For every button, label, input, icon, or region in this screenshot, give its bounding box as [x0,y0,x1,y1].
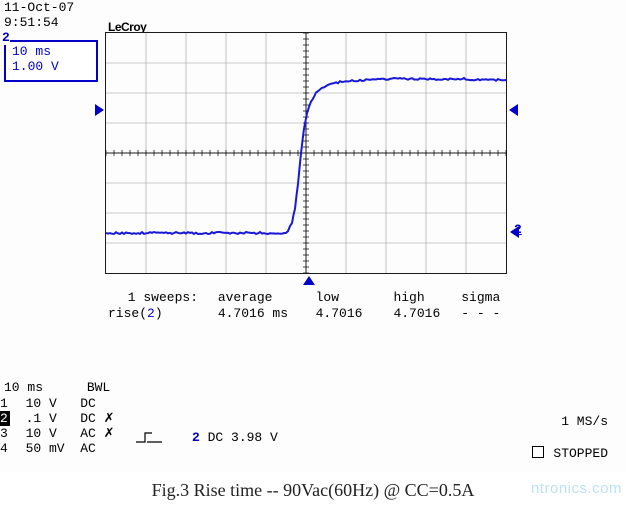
channel-row: 4 50 mV AC [0,441,115,456]
measurement-header: 1 sweeps: average low high sigma [108,290,626,305]
measurement-row: rise(2) 4.7016 ms 4.7016 4.7016 - - - [108,306,626,321]
time: 9:51:54 [4,15,74,30]
val-sigma: - - - [461,306,521,321]
volts-per-div: 1.00 V [12,59,90,74]
acquisition-status: STOPPED [553,446,608,461]
val-high: 4.7016 [393,306,453,321]
channel-row: 1 10 V DC [0,396,115,411]
channel-info-box: 2 10 ms 1.00 V [4,40,98,82]
channel-row: 3 10 V AC ✗ [0,426,115,441]
watermark: ntronics.com [531,480,622,497]
horiz-scale: 10 ms [4,380,43,395]
date: 11-Oct-07 [4,0,74,15]
val-low: 4.7016 [316,306,386,321]
col-high: high [393,290,453,305]
col-average: average [206,290,308,305]
val-average: 4.7016 ms [206,306,308,321]
meas-name: rise( [108,306,147,321]
bandwidth-limit: BWL [87,380,110,395]
trigger-edge-icon [135,430,163,444]
marker-triangle [509,104,518,116]
channel-number: 2 [2,30,10,45]
channel-row: 2 .1 V DC ✗ [0,411,115,426]
meas-channel: 2 [147,306,155,321]
timestamp: 11-Oct-07 9:51:54 [4,0,74,30]
trigger-source: 2 DC 3.98 V [192,430,278,445]
timebase-row: 10 ms BWL [4,380,110,395]
col-sigma: sigma [461,290,521,305]
stop-indicator-icon [532,446,544,458]
marker-triangle [95,104,104,116]
channel-marker-label: 2 [514,222,522,237]
col-low: low [316,290,386,305]
oscilloscope-screen: 11-Oct-07 9:51:54 2 10 ms 1.00 V LeCroy … [0,0,626,472]
sweeps-label: 1 sweeps: [108,290,198,305]
marker-triangle [303,276,315,285]
timebase-value: 10 ms [12,44,90,59]
sample-rate: 1 MS/s [561,414,608,429]
channel-settings-table: 1 10 V DC 2 .1 V DC ✗3 10 V AC ✗4 50 mV … [0,396,115,456]
waveform-grid [105,32,507,274]
